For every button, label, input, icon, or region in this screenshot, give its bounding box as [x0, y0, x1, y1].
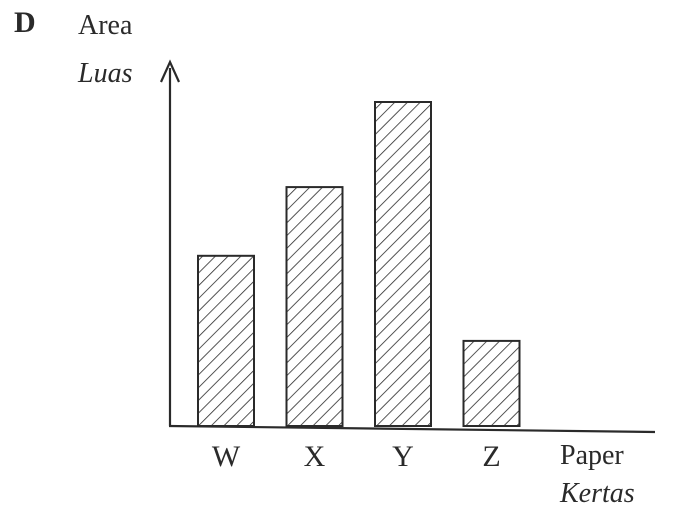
bar-x: [285, 186, 344, 427]
bar-w: [197, 254, 255, 427]
x-axis: [168, 424, 656, 434]
x-tick-label-z: Z: [482, 440, 500, 473]
x-tick-labels: W X Y Z: [212, 440, 501, 473]
y-axis-label-malay: Luas: [78, 58, 133, 89]
x-tick-label-y: Y: [392, 440, 414, 473]
x-axis-label-malay: Kertas: [560, 478, 635, 509]
bars-group: [197, 101, 521, 427]
y-axis-label: Area: [78, 10, 133, 41]
bar-z: [462, 339, 521, 427]
x-tick-label-w: W: [212, 440, 241, 473]
y-axis-arrowhead: [159, 59, 181, 83]
option-letter: D: [14, 6, 36, 39]
bar-y: [374, 101, 432, 427]
x-tick-label-x: X: [304, 440, 326, 473]
x-axis-label: Paper: [560, 440, 624, 471]
